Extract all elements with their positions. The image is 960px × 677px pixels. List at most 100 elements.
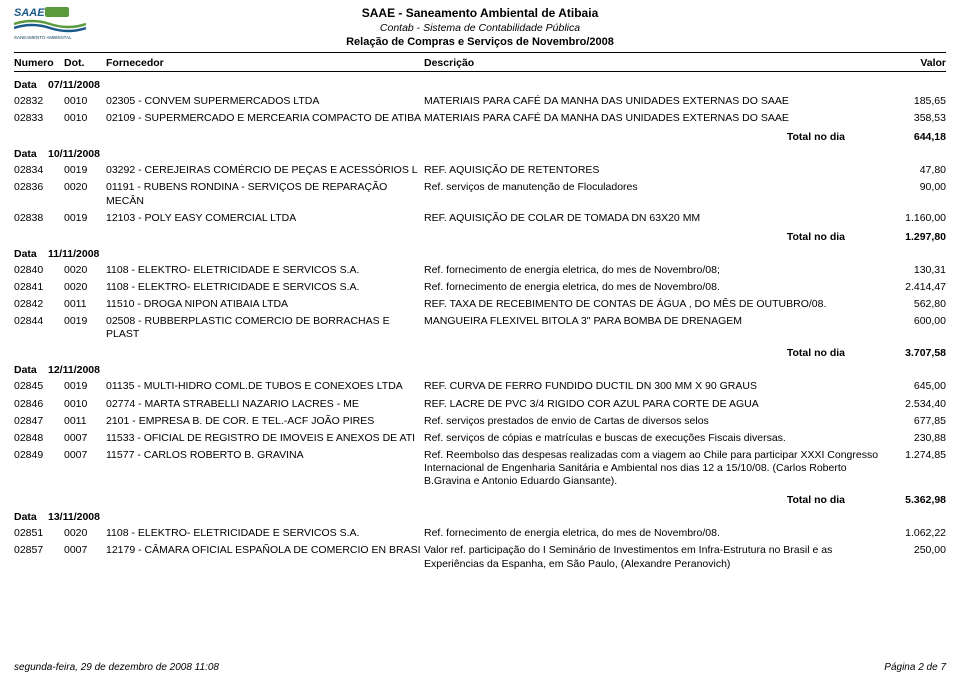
col-dot: Dot. bbox=[64, 57, 106, 69]
table-row: 02849000711577 - CARLOS ROBERTO B. GRAVI… bbox=[14, 447, 946, 490]
date-value: 10/11/2008 bbox=[48, 148, 100, 160]
date-label: Data bbox=[14, 79, 48, 91]
cell-dot: 0011 bbox=[64, 415, 106, 428]
table-row: 02833001002109 - SUPERMERCADO E MERCEARI… bbox=[14, 110, 946, 127]
date-group: Data11/11/20080284000201108 - ELEKTRO- E… bbox=[0, 245, 960, 362]
cell-valor: 130,31 bbox=[881, 264, 946, 277]
cell-descricao: MATERIAIS PARA CAFÉ DA MANHA DAS UNIDADE… bbox=[424, 112, 881, 125]
cell-descricao: REF. LACRE DE PVC 3/4 RIGIDO COR AZUL PA… bbox=[424, 398, 881, 411]
cell-fornecedor: 03292 - CEREJEIRAS COMÉRCIO DE PEÇAS E A… bbox=[106, 164, 424, 177]
cell-fornecedor: 11510 - DROGA NIPON ATIBAIA LTDA bbox=[106, 298, 424, 311]
cell-dot: 0010 bbox=[64, 398, 106, 411]
cell-valor: 677,85 bbox=[881, 415, 946, 428]
cell-numero: 02834 bbox=[14, 164, 64, 177]
footer-timestamp: segunda-feira, 29 de dezembro de 2008 11… bbox=[14, 662, 219, 673]
divider-bottom bbox=[14, 71, 946, 72]
date-label: Data bbox=[14, 364, 48, 376]
cell-descricao: Ref. serviços de manutenção de Floculado… bbox=[424, 181, 881, 194]
date-group: Data07/11/200802832001002305 - CONVEM SU… bbox=[0, 76, 960, 145]
logo-sub: SANEAMENTO AMBIENTAL bbox=[14, 35, 72, 40]
cell-dot: 0007 bbox=[64, 544, 106, 557]
cell-descricao: REF. AQUISIÇÃO DE COLAR DE TOMADA DN 63X… bbox=[424, 212, 881, 225]
cell-fornecedor: 11577 - CARLOS ROBERTO B. GRAVINA bbox=[106, 449, 424, 462]
cell-dot: 0011 bbox=[64, 298, 106, 311]
cell-dot: 0020 bbox=[64, 264, 106, 277]
cell-numero: 02832 bbox=[14, 95, 64, 108]
report-header: SAAE - Saneamento Ambiental de Atibaia C… bbox=[0, 0, 960, 50]
system-title: Contab - Sistema de Contabilidade Públic… bbox=[0, 22, 960, 34]
cell-descricao: REF. AQUISIÇÃO DE RETENTORES bbox=[424, 164, 881, 177]
cell-dot: 0019 bbox=[64, 164, 106, 177]
cell-descricao: REF. TAXA DE RECEBIMENTO DE CONTAS DE ÁG… bbox=[424, 298, 881, 311]
cell-fornecedor: 1108 - ELEKTRO- ELETRICIDADE E SERVICOS … bbox=[106, 264, 424, 277]
cell-descricao: MANGUEIRA FLEXIVEL BITOLA 3" PARA BOMBA … bbox=[424, 315, 881, 328]
date-row: Data10/11/2008 bbox=[14, 145, 946, 162]
cell-numero: 02849 bbox=[14, 449, 64, 462]
cell-dot: 0007 bbox=[64, 449, 106, 462]
cell-dot: 0020 bbox=[64, 181, 106, 194]
table-row: 02842001111510 - DROGA NIPON ATIBAIA LTD… bbox=[14, 296, 946, 313]
total-row: Total no dia1.297,80 bbox=[14, 227, 946, 245]
cell-numero: 02848 bbox=[14, 432, 64, 445]
col-fornecedor: Fornecedor bbox=[106, 57, 424, 69]
cell-valor: 562,80 bbox=[881, 298, 946, 311]
cell-dot: 0010 bbox=[64, 95, 106, 108]
report-title: Relação de Compras e Serviços de Novembr… bbox=[0, 36, 960, 48]
table-row: 02834001903292 - CEREJEIRAS COMÉRCIO DE … bbox=[14, 162, 946, 179]
cell-descricao: Ref. fornecimento de energia eletrica, d… bbox=[424, 281, 881, 294]
date-group: Data10/11/200802834001903292 - CEREJEIRA… bbox=[0, 145, 960, 245]
cell-valor: 1.274,85 bbox=[881, 449, 946, 462]
cell-valor: 90,00 bbox=[881, 181, 946, 194]
cell-numero: 02838 bbox=[14, 212, 64, 225]
table-row: 0284000201108 - ELEKTRO- ELETRICIDADE E … bbox=[14, 262, 946, 279]
date-row: Data13/11/2008 bbox=[14, 508, 946, 525]
cell-fornecedor: 1108 - ELEKTRO- ELETRICIDADE E SERVICOS … bbox=[106, 527, 424, 540]
date-group: Data13/11/20080285100201108 - ELEKTRO- E… bbox=[0, 508, 960, 572]
logo: SAAE SANEAMENTO AMBIENTAL bbox=[14, 4, 86, 42]
total-value: 3.707,58 bbox=[881, 347, 946, 359]
total-row: Total no dia644,18 bbox=[14, 127, 946, 145]
cell-numero: 02851 bbox=[14, 527, 64, 540]
total-value: 5.362,98 bbox=[881, 494, 946, 506]
footer: segunda-feira, 29 de dezembro de 2008 11… bbox=[14, 662, 946, 673]
cell-dot: 0007 bbox=[64, 432, 106, 445]
total-label: Total no dia bbox=[787, 347, 845, 359]
cell-numero: 02857 bbox=[14, 544, 64, 557]
cell-valor: 250,00 bbox=[881, 544, 946, 557]
cell-numero: 02842 bbox=[14, 298, 64, 311]
date-label: Data bbox=[14, 148, 48, 160]
cell-valor: 645,00 bbox=[881, 380, 946, 393]
total-row: Total no dia 3.707,58 bbox=[14, 343, 946, 361]
date-value: 11/11/2008 bbox=[48, 248, 99, 260]
cell-fornecedor: 01191 - RUBENS RONDINA - SERVIÇOS DE REP… bbox=[106, 181, 424, 207]
total-value: 1.297,80 bbox=[881, 231, 946, 243]
cell-numero: 02840 bbox=[14, 264, 64, 277]
col-valor: Valor bbox=[881, 57, 946, 69]
table-row: 02846001002774 - MARTA STRABELLI NAZARIO… bbox=[14, 396, 946, 413]
cell-valor: 1.062,22 bbox=[881, 527, 946, 540]
footer-page: Página 2 de 7 bbox=[884, 662, 946, 673]
date-group: Data12/11/200802845001901135 - MULTI-HID… bbox=[0, 361, 960, 508]
cell-descricao: Ref. serviços prestados de envio de Cart… bbox=[424, 415, 881, 428]
cell-numero: 02845 bbox=[14, 380, 64, 393]
cell-fornecedor: 1108 - ELEKTRO- ELETRICIDADE E SERVICOS … bbox=[106, 281, 424, 294]
cell-dot: 0020 bbox=[64, 281, 106, 294]
cell-numero: 02846 bbox=[14, 398, 64, 411]
col-descricao: Descrição bbox=[424, 57, 881, 69]
cell-valor: 47,80 bbox=[881, 164, 946, 177]
cell-valor: 230,88 bbox=[881, 432, 946, 445]
date-value: 07/11/2008 bbox=[48, 79, 100, 91]
table-row: 0284700112101 - EMPRESA B. DE COR. E TEL… bbox=[14, 413, 946, 430]
cell-valor: 600,00 bbox=[881, 315, 946, 328]
cell-descricao: Ref. fornecimento de energia eletrica, d… bbox=[424, 264, 881, 277]
cell-descricao: REF. CURVA DE FERRO FUNDIDO DUCTIL DN 30… bbox=[424, 380, 881, 393]
date-row: Data07/11/2008 bbox=[14, 76, 946, 93]
total-value: 644,18 bbox=[881, 131, 946, 143]
table-row: 02836002001191 - RUBENS RONDINA - SERVIÇ… bbox=[14, 179, 946, 209]
table-row: 02857000712179 - CÂMARA OFICIAL ESPAÑOLA… bbox=[14, 542, 946, 572]
cell-descricao: Ref. serviços de cópias e matrículas e b… bbox=[424, 432, 881, 445]
cell-dot: 0019 bbox=[64, 315, 106, 328]
table-row: 02844001902508 - RUBBERPLASTIC COMERCIO … bbox=[14, 313, 946, 343]
cell-descricao: Valor ref. participação do I Seminário d… bbox=[424, 544, 881, 570]
date-label: Data bbox=[14, 511, 48, 523]
